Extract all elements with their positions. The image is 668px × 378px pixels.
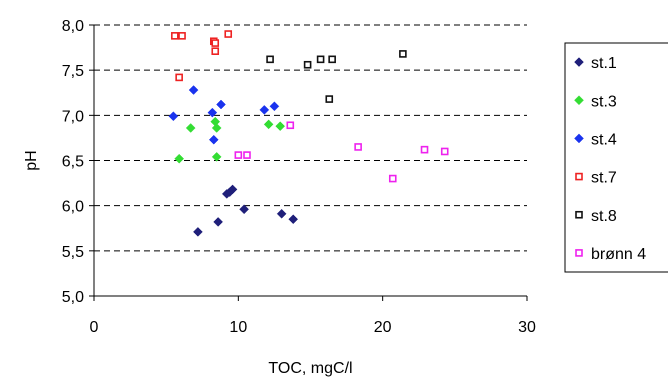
data-point (440, 147, 449, 156)
data-point (234, 151, 243, 159)
data-point (388, 174, 397, 183)
data-point (399, 50, 407, 58)
legend-marker (575, 249, 583, 257)
data-point (224, 30, 233, 38)
y-tick-label: 7,0 (62, 108, 84, 125)
data-point (354, 143, 362, 151)
x-tick-label: 20 (374, 319, 392, 336)
data-point (266, 55, 274, 64)
data-point (211, 123, 222, 133)
data-point (276, 208, 287, 219)
data-point (175, 73, 183, 82)
data-point (227, 184, 238, 195)
legend-marker (574, 57, 584, 67)
data-point (207, 107, 218, 118)
data-point (325, 95, 334, 103)
data-point (211, 39, 220, 47)
legend-label: st.1 (591, 55, 617, 72)
x-tick-label: 0 (90, 319, 99, 336)
data-point (185, 123, 196, 133)
y-tick-label: 5,5 (62, 244, 84, 261)
data-point (263, 119, 274, 130)
series-st.8 (266, 50, 407, 103)
data-point (174, 153, 185, 164)
series-st.4 (168, 85, 280, 145)
data-point (303, 60, 312, 69)
legend-marker (575, 172, 583, 181)
legend-box (564, 42, 668, 273)
series-brønn-4 (234, 121, 449, 183)
data-point (269, 101, 280, 112)
y-axis-label: pH (23, 150, 40, 170)
legend-label: st.3 (591, 93, 617, 110)
data-point (259, 105, 270, 115)
legend: st.1 st.3 st.4 st.7 st.8 brønn 4 (564, 42, 668, 273)
legend-marker (575, 210, 583, 219)
y-tick-label: 6,0 (62, 199, 84, 216)
legend-label: st.8 (591, 208, 617, 225)
data-point (171, 32, 179, 40)
data-point (193, 227, 203, 237)
tick-labels: 5,0 5,5 6,0 6,5 7,0 7,5 8,0 0 10 20 30 (62, 18, 536, 336)
data-point (211, 152, 222, 162)
data-point (316, 55, 325, 64)
data-point (328, 55, 336, 64)
data-point (286, 121, 295, 130)
legend-label: st.7 (591, 170, 617, 187)
data-point (188, 85, 199, 95)
data-point (208, 134, 219, 145)
data-point (211, 47, 220, 55)
y-tick-label: 6,5 (62, 154, 84, 171)
data-point (239, 204, 249, 215)
y-tick-label: 7,5 (62, 63, 84, 80)
data-point (178, 32, 186, 40)
legend-label: brønn 4 (591, 246, 646, 263)
x-tick-label: 10 (229, 319, 247, 336)
y-tick-label: 8,0 (62, 18, 84, 35)
data-point (216, 99, 226, 110)
series-st.3 (174, 116, 286, 164)
data-point (420, 145, 429, 154)
legend-marker (574, 95, 584, 106)
y-tick-label: 5,0 (62, 289, 84, 306)
axes (89, 24, 528, 301)
data-points (168, 30, 449, 237)
legend-label: st.4 (591, 131, 617, 148)
grid-lines (94, 24, 527, 252)
data-point (243, 151, 251, 159)
data-point (275, 121, 286, 132)
data-point (168, 111, 179, 122)
data-point (213, 217, 223, 227)
x-tick-label: 30 (518, 319, 536, 336)
x-axis-label: TOC, mgC/l (268, 360, 352, 377)
data-point (288, 214, 299, 225)
series-st.1 (193, 184, 299, 237)
series-st.7 (171, 30, 233, 82)
legend-marker (574, 133, 584, 144)
